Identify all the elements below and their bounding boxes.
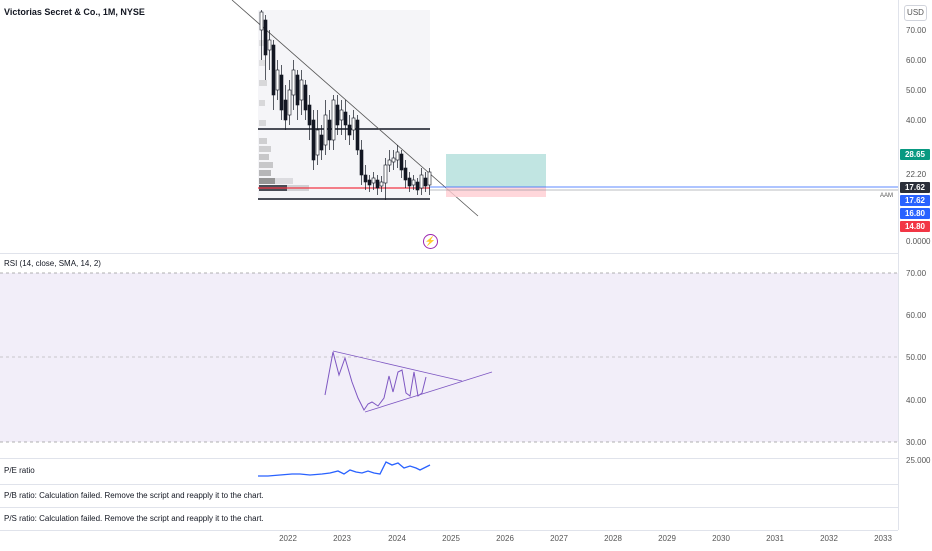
candle-body [351, 117, 356, 131]
candle-body [299, 79, 304, 101]
candle-body [323, 114, 328, 146]
time-axis[interactable] [0, 530, 898, 551]
ps-ratio-title[interactable]: P/S ratio: Calculation failed. Remove th… [4, 514, 264, 523]
candle-body [327, 119, 332, 141]
price-tag: 16.80 [900, 208, 930, 219]
candle-body [383, 164, 388, 184]
candle-body [335, 104, 340, 126]
candle-body [287, 89, 292, 116]
year-tick: 2022 [279, 534, 297, 543]
entry-price-tag: 17.62 [900, 195, 930, 206]
price-tick: 50.00 [906, 86, 927, 95]
candle-body [359, 149, 364, 176]
pe-ratio-title[interactable]: P/E ratio [4, 466, 35, 475]
candle-body [259, 11, 264, 31]
year-tick: 2026 [496, 534, 514, 543]
currency-button[interactable]: USD [904, 5, 927, 21]
rsi-tick: 50.00 [906, 353, 927, 362]
rsi-triangle-lower [364, 371, 493, 413]
mini-marker: AAM [880, 193, 894, 199]
candle-body [395, 151, 400, 161]
target-price-tag: 28.65 [900, 149, 930, 160]
long-profit-zone [446, 154, 546, 187]
candle-body [427, 171, 432, 186]
long-loss-zone [446, 187, 546, 197]
candle-body [303, 84, 308, 111]
candle-body [419, 174, 424, 189]
last-price-tag: 17.62 [900, 182, 930, 193]
year-tick: 2025 [442, 534, 460, 543]
candle-body [283, 99, 288, 121]
rsi-tick: 70.00 [906, 269, 927, 278]
candle-body [355, 119, 360, 151]
year-tick: 2023 [333, 534, 351, 543]
candle-body [399, 153, 404, 171]
candle-body [375, 179, 380, 189]
candle-body [387, 159, 392, 166]
price-axis[interactable] [898, 0, 932, 530]
year-tick: 2029 [658, 534, 676, 543]
candle-body [363, 174, 368, 183]
candle-body [415, 181, 420, 191]
price-tick: 0.0000 [906, 237, 931, 246]
pane-separator[interactable] [0, 484, 898, 485]
year-tick: 2024 [388, 534, 406, 543]
candle-body [367, 179, 372, 186]
price-tick: 60.00 [906, 56, 927, 65]
candle-body [339, 109, 344, 121]
candle-body [271, 44, 276, 96]
candle-body [391, 157, 396, 163]
year-tick: 2033 [874, 534, 892, 543]
candle-body [311, 119, 316, 161]
year-tick: 2032 [820, 534, 838, 543]
rsi-triangle-upper [332, 350, 463, 382]
candle-body [291, 69, 296, 96]
rsi-band [0, 273, 898, 442]
rsi-tick: 30.00 [906, 438, 927, 447]
pane-separator[interactable] [0, 253, 898, 254]
candle-body [315, 129, 320, 156]
trendline [231, 0, 479, 217]
pe-tick: 25.000 [906, 456, 931, 465]
lightning-icon[interactable]: ⚡ [423, 234, 438, 249]
price-tick: 22.20 [906, 170, 927, 179]
candle-body [267, 39, 272, 51]
year-tick: 2030 [712, 534, 730, 543]
candle-body [407, 177, 412, 187]
candle-body [307, 104, 312, 126]
price-tick: 40.00 [906, 116, 927, 125]
symbol-title[interactable]: Victorias Secret & Co., 1M, NYSE [4, 7, 145, 17]
candle-body [275, 69, 280, 91]
rsi-legend-title[interactable]: RSI (14, close, SMA, 14, 2) [4, 259, 101, 268]
candle-body [331, 99, 336, 141]
candle-body [279, 74, 284, 111]
candle-body [343, 111, 348, 126]
stop-price-tag: 14.80 [900, 221, 930, 232]
candlestick-series [259, 10, 432, 200]
rsi-tick: 40.00 [906, 396, 927, 405]
candle-body [371, 177, 376, 184]
candle-body [263, 19, 268, 56]
candle-body [319, 134, 324, 151]
rsi-line [324, 351, 427, 411]
pb-ratio-title[interactable]: P/B ratio: Calculation failed. Remove th… [4, 491, 264, 500]
pane-separator[interactable] [0, 458, 898, 459]
candle-body [347, 124, 352, 136]
candle-body [423, 177, 428, 187]
pe-line [258, 461, 431, 477]
pane-separator[interactable] [0, 507, 898, 508]
year-tick: 2027 [550, 534, 568, 543]
rsi-tick: 60.00 [906, 311, 927, 320]
candle-body [295, 74, 300, 106]
price-tick: 70.00 [906, 26, 927, 35]
year-tick: 2028 [604, 534, 622, 543]
candle-body [379, 181, 384, 187]
year-tick: 2031 [766, 534, 784, 543]
candle-body [411, 179, 416, 186]
candle-body [403, 167, 408, 181]
